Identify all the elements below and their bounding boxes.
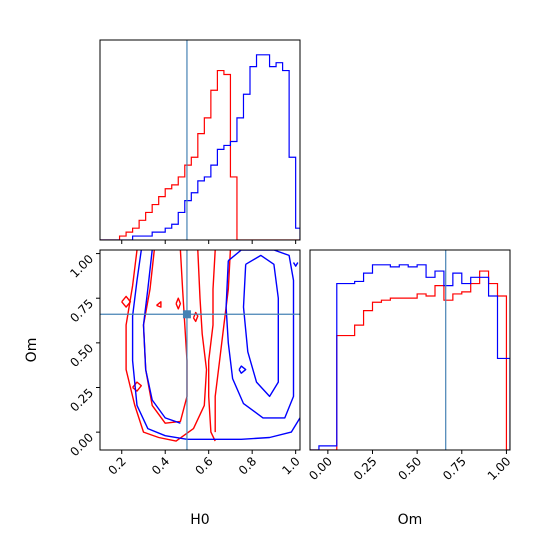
x-H0-tick-label: 0.2 — [105, 454, 128, 477]
contour-line — [225, 250, 295, 419]
panel-frame — [309, 249, 511, 451]
histogram-H0 — [99, 39, 301, 241]
contour-line — [175, 297, 182, 310]
truth-marker — [182, 310, 191, 319]
x-Om-tick-label: 0.25 — [351, 454, 380, 483]
contour-line — [214, 250, 232, 433]
x-H0-tick-label: 1.0 — [279, 454, 302, 477]
x-Om-tick-label: 0.00 — [306, 454, 335, 483]
contour-line — [142, 250, 188, 424]
contour-line — [242, 254, 279, 398]
hist-series-0-H0 — [100, 69, 300, 240]
x-H0-tick-label: 0.8 — [236, 454, 259, 477]
contour-line — [121, 295, 132, 308]
contour-line — [125, 250, 208, 442]
y-Om-tick-label: 0.75 — [67, 296, 96, 325]
contour-panel — [99, 249, 301, 451]
hist-series-1-H0 — [100, 54, 300, 240]
contour-line — [208, 250, 216, 442]
histogram-Om — [309, 249, 511, 451]
panel-frame — [99, 249, 301, 451]
y-Om-tick-label: 0.50 — [67, 341, 96, 370]
x-H0-tick-label: 0.4 — [149, 454, 172, 477]
hist-series-0-Om — [310, 270, 510, 450]
contour-line — [292, 262, 299, 267]
x-H0-tick-label: 0.6 — [192, 454, 215, 477]
contour-line — [238, 365, 247, 374]
contour-line — [131, 250, 300, 440]
x-axis-label-H0: H0 — [190, 512, 209, 528]
y-Om-tick-label: 1.00 — [67, 252, 96, 281]
y-Om-tick-label: 0.00 — [67, 430, 96, 459]
y-axis-label-Om: Om — [24, 338, 40, 363]
x-Om-tick-label: 0.75 — [440, 454, 469, 483]
panel-frame — [99, 39, 301, 241]
x-axis-label-Om: Om — [398, 512, 423, 528]
hist-series-1-Om — [310, 264, 510, 450]
x-Om-tick-label: 1.00 — [485, 454, 514, 483]
y-Om-tick-label: 0.25 — [67, 386, 96, 415]
contour-line — [132, 381, 142, 392]
x-Om-tick-label: 0.50 — [395, 454, 424, 483]
contour-line — [142, 250, 181, 424]
contour-line — [156, 301, 162, 308]
